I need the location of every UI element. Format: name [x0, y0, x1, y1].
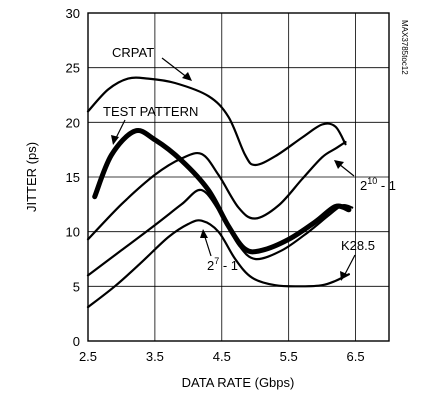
arrowhead-crpat [182, 72, 192, 81]
grid [88, 13, 389, 341]
y-tick-label: 30 [66, 6, 80, 21]
plot-frame [87, 12, 390, 342]
series-line-2-7-1 [86, 188, 354, 277]
y-tick-label: 15 [66, 170, 80, 185]
x-tick-label: 6.5 [347, 349, 365, 364]
arrowhead-2-10-minus-1 [334, 160, 344, 169]
annotation-test-pattern: TEST PATTERN [103, 104, 198, 119]
figure-id-label: MAX3785toc12 [400, 20, 409, 75]
arrowhead-2-7-minus-1 [200, 229, 208, 238]
y-tick-label: 0 [73, 334, 80, 349]
leader-k28-5 [343, 254, 356, 277]
series-line-crpat [86, 76, 347, 167]
series-line-k28-5 [86, 219, 350, 309]
x-tick-label: 4.5 [213, 349, 231, 364]
y-tick-label: 10 [66, 225, 80, 240]
y-tick-label: 20 [66, 115, 80, 130]
y-tick-label: 25 [66, 61, 80, 76]
leader-2-10-minus-1 [338, 163, 355, 177]
annotation-2-7-minus-1: 27 - 1 [207, 256, 238, 273]
x-tick-label: 5.5 [280, 349, 298, 364]
arrowhead-test-pattern [111, 135, 119, 145]
leader-crpat [161, 57, 189, 79]
y-axis-title: JITTER (ps) [24, 142, 39, 212]
series-line-2-10-1 [86, 140, 347, 241]
series-curves [86, 76, 354, 309]
tick-labels: 0 5 10 15 20 25 30 2.5 3.5 4.5 5.5 6.5 [66, 6, 365, 364]
x-tick-label: 3.5 [146, 349, 164, 364]
x-axis-title: DATA RATE (Gbps) [182, 375, 295, 390]
arrowhead-k28-5 [340, 271, 347, 281]
annotation-crpat: CRPAT [112, 45, 154, 60]
x-tick-label: 2.5 [79, 349, 97, 364]
annotation-2-10-minus-1: 210 - 1 [360, 176, 396, 193]
annotation-k28-5: K28.5 [341, 238, 375, 253]
y-tick-label: 5 [73, 279, 80, 294]
